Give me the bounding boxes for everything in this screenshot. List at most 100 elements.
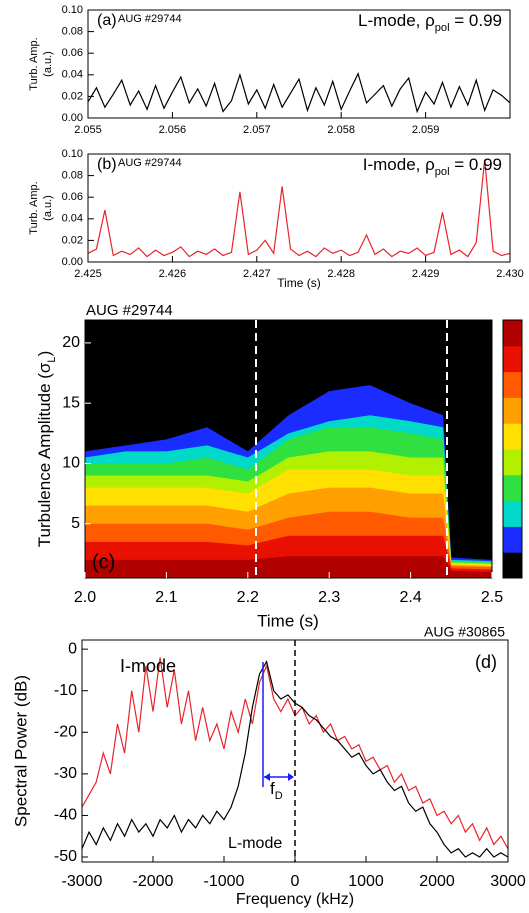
colorbar-frame — [502, 319, 523, 579]
arrow-heads — [264, 773, 294, 781]
x-tick-label: 2.059 — [412, 124, 440, 136]
y-tick-label: 0.06 — [62, 191, 83, 203]
x-axis-label: Time (s) — [257, 611, 319, 630]
x-tick-label: -1000 — [204, 873, 245, 890]
y-tick-label: -10 — [54, 682, 77, 699]
annotation: L-mode — [228, 835, 282, 852]
y-axis-label-part: ) — [35, 351, 54, 357]
x-tick-label: 2.428 — [327, 268, 355, 280]
plot-area — [88, 159, 510, 258]
x-tick-label: 2.430 — [496, 268, 524, 280]
annotation-part: = 0.99 — [450, 155, 502, 174]
plot-frame — [87, 9, 511, 119]
y-axis-label: Turbulence Amplitude (σL) — [35, 351, 57, 548]
x-tick-label: 2.057 — [243, 124, 271, 136]
y-tick-label: 0.00 — [62, 256, 83, 268]
annotation: AUG #29744 — [118, 13, 182, 25]
colorbar-step — [503, 474, 522, 502]
colorbar-step — [503, 449, 522, 476]
annotation: (c) — [92, 551, 115, 573]
x-tick-label: 2.3 — [318, 589, 340, 606]
x-tick-label: -2000 — [133, 873, 174, 890]
x-tick-label: 2.056 — [159, 124, 187, 136]
annotation: L-mode — [115, 332, 186, 355]
y-tick-label: 0.02 — [62, 90, 83, 102]
x-tick-label: 2.426 — [159, 268, 187, 280]
y-tick-label: 0.02 — [62, 234, 83, 246]
annotation-part: L-mode, ρ — [358, 11, 435, 30]
annotation-part: pol — [435, 166, 450, 178]
x-tick-label: 2.2 — [237, 589, 259, 606]
y-tick-label: 0.06 — [62, 47, 83, 59]
annotation: fD — [270, 779, 283, 801]
x-tick-label: 2.055 — [74, 124, 102, 136]
contour-band — [85, 556, 492, 578]
annotation-part: = 0.99 — [450, 11, 502, 30]
x-axis-label: Time (s) — [277, 276, 321, 290]
y-tick-label: 10 — [62, 455, 80, 472]
y-tick-label: -20 — [54, 724, 77, 741]
annotation: (d) — [475, 652, 497, 672]
x-tick-label: 2.427 — [243, 268, 271, 280]
annotation: AUG #29744 — [86, 302, 173, 319]
annotation-part: I-mode, ρ — [363, 155, 435, 174]
y-axis-label: Spectral Power (dB) — [11, 675, 30, 827]
plot-frame — [84, 319, 493, 579]
y-tick-label: -50 — [54, 848, 77, 865]
plot-area — [82, 657, 508, 858]
annotation: AUG #30865 — [424, 624, 505, 640]
plot-area — [85, 320, 492, 578]
annotation-part: pol — [435, 22, 450, 34]
panels: 2.055 2.056 2.057 2.058 2.059 0.00 0.02 0.04 0.0… — [11, 4, 525, 908]
y-tick-label: 0.10 — [62, 148, 83, 160]
y-axis-label-part: L — [46, 356, 58, 362]
y-tick-label: 0.08 — [62, 26, 83, 38]
plot-frame — [87, 153, 511, 263]
x-tick-label: 2.058 — [327, 124, 355, 136]
colorbar-step — [503, 397, 522, 424]
y-axis-label: (a.u.) — [42, 51, 54, 77]
x-tick-label: 2.0 — [74, 589, 96, 606]
y-tick-label: 0.04 — [62, 69, 83, 81]
x-tick-label: 2.425 — [74, 268, 102, 280]
colorbar-step — [503, 371, 522, 398]
y-tick-label: 0 — [68, 640, 77, 657]
colorbar-step — [503, 500, 522, 527]
plot-area — [88, 72, 510, 114]
data-line — [88, 159, 510, 258]
x-tick-label: 2.1 — [155, 589, 177, 606]
x-tick-label: 2.5 — [481, 589, 503, 606]
data-line — [88, 72, 510, 114]
annotation: (b) — [97, 156, 117, 173]
annotation: AUG #29744 — [118, 157, 182, 169]
annotation: I-mode — [120, 656, 176, 676]
y-tick-label: -30 — [54, 765, 77, 782]
y-axis-label-part: Turbulence Amplitude (σ — [35, 362, 54, 547]
annotation: L-mode, ρpol = 0.99 — [358, 11, 502, 33]
y-axis-label: (a.u.) — [42, 195, 54, 221]
colorbar-step — [503, 320, 522, 347]
x-tick-label: 3000 — [490, 873, 526, 890]
x-tick-label: 0 — [291, 873, 300, 890]
y-tick-label: 0.10 — [62, 4, 83, 16]
colorbar-step — [503, 552, 522, 579]
x-tick-label: 2.429 — [412, 268, 440, 280]
x-axis-label: Frequency (kHz) — [236, 891, 354, 908]
y-axis-label: Turb. Amp. — [28, 37, 40, 90]
x-tick-label: 2.4 — [399, 589, 421, 606]
annotation: I-mode — [305, 332, 370, 355]
x-tick-label: 1000 — [348, 873, 384, 890]
y-tick-label: 5 — [71, 515, 80, 532]
y-tick-label: -40 — [54, 807, 77, 824]
y-tick-label: 0.08 — [62, 170, 83, 182]
y-axis-label: Turb. Amp. — [28, 181, 40, 234]
y-tick-label: 15 — [62, 394, 80, 411]
colorbar-step — [503, 345, 522, 373]
colorbar-step — [503, 423, 522, 450]
colorbar-step — [503, 526, 522, 553]
x-tick-label: -3000 — [62, 873, 103, 890]
y-tick-label: 0.04 — [62, 213, 83, 225]
annotation: (a) — [97, 12, 117, 29]
y-tick-label: 0.00 — [62, 112, 83, 124]
